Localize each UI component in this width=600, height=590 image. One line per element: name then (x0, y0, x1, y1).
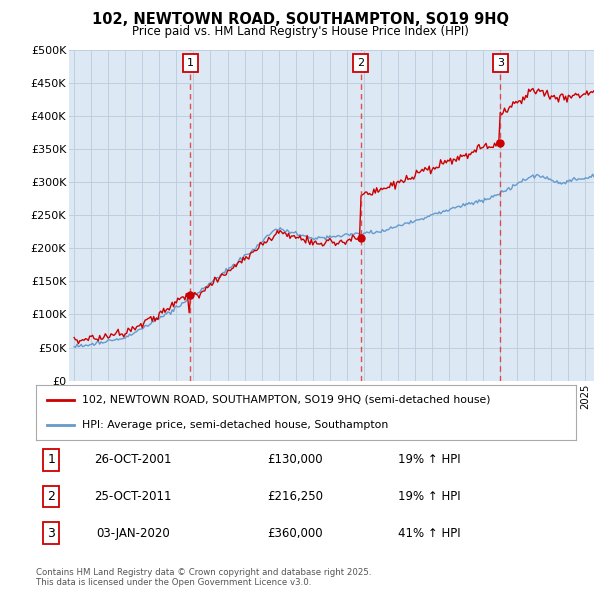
Text: £130,000: £130,000 (268, 453, 323, 467)
Text: 41% ↑ HPI: 41% ↑ HPI (398, 526, 460, 540)
Text: 102, NEWTOWN ROAD, SOUTHAMPTON, SO19 9HQ: 102, NEWTOWN ROAD, SOUTHAMPTON, SO19 9HQ (91, 12, 509, 27)
Text: 19% ↑ HPI: 19% ↑ HPI (398, 453, 460, 467)
Text: 3: 3 (497, 58, 504, 68)
Text: 1: 1 (187, 58, 194, 68)
Text: 2: 2 (357, 58, 364, 68)
Text: 2: 2 (47, 490, 55, 503)
Text: £216,250: £216,250 (267, 490, 323, 503)
Text: 03-JAN-2020: 03-JAN-2020 (97, 526, 170, 540)
Text: 25-OCT-2011: 25-OCT-2011 (94, 490, 172, 503)
Text: Price paid vs. HM Land Registry's House Price Index (HPI): Price paid vs. HM Land Registry's House … (131, 25, 469, 38)
Text: 102, NEWTOWN ROAD, SOUTHAMPTON, SO19 9HQ (semi-detached house): 102, NEWTOWN ROAD, SOUTHAMPTON, SO19 9HQ… (82, 395, 490, 405)
Text: 1: 1 (47, 453, 55, 467)
Text: Contains HM Land Registry data © Crown copyright and database right 2025.
This d: Contains HM Land Registry data © Crown c… (36, 568, 371, 587)
Text: HPI: Average price, semi-detached house, Southampton: HPI: Average price, semi-detached house,… (82, 420, 388, 430)
Text: £360,000: £360,000 (268, 526, 323, 540)
Text: 19% ↑ HPI: 19% ↑ HPI (398, 490, 460, 503)
Text: 26-OCT-2001: 26-OCT-2001 (94, 453, 172, 467)
Text: 3: 3 (47, 526, 55, 540)
